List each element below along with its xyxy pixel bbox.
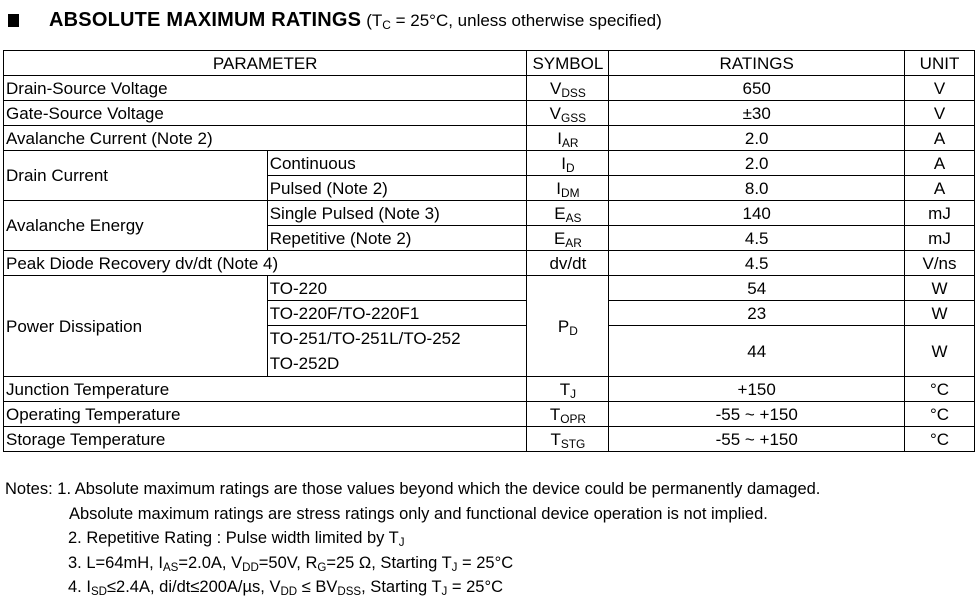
table-row: Gate-Source Voltage VGSS ±30 V (2, 100, 975, 126)
symbol: VDSS (526, 75, 610, 101)
unit: mJ (904, 225, 975, 251)
col-symbol: SYMBOL (526, 50, 610, 76)
note-2: 2. Repetitive Rating : Pulse width limit… (68, 529, 405, 550)
rating: 54 (608, 275, 906, 301)
unit: V/ns (904, 250, 975, 276)
unit: W (904, 275, 975, 301)
rating: 2.0 (608, 150, 906, 176)
condition: Repetitive (Note 2) (266, 225, 528, 251)
unit: °C (904, 401, 975, 427)
param: Operating Temperature (2, 401, 528, 427)
table-row: Drain Current Continuous ID 2.0 A (3, 150, 975, 201)
table-row: Power Dissipation TO-220 PD 54 W (3, 275, 975, 377)
symbol: EAR (526, 225, 610, 251)
unit: A (904, 175, 975, 201)
symbol: TJ (526, 376, 610, 402)
symbol: VGSS (526, 100, 610, 126)
unit: V (904, 100, 975, 126)
table-row: Operating Temperature TOPR -55 ~ +150 °C (2, 401, 975, 427)
table-row: Pulsed (Note 2) IDM 8.0 A (4, 175, 975, 201)
param: Storage Temperature (2, 426, 528, 452)
unit: V (904, 75, 975, 101)
rating: -55 ~ +150 (608, 401, 906, 427)
condition: Pulsed (Note 2) (266, 175, 528, 201)
rating: -55 ~ +150 (608, 426, 906, 452)
symbol: IDM (526, 175, 610, 201)
param: Avalanche Energy (3, 200, 268, 251)
unit: A (904, 125, 975, 151)
table-row: Peak Diode Recovery dv/dt (Note 4) dv/dt… (2, 250, 975, 276)
param: Drain-Source Voltage (2, 75, 528, 101)
param: Drain Current (3, 150, 268, 201)
rating: 8.0 (608, 175, 906, 201)
unit: mJ (904, 200, 975, 226)
unit: °C (904, 426, 975, 452)
note-4: 4. ISD≤2.4A, di/dt≤200A/µs, VDD ≤ BVDSS,… (68, 578, 503, 599)
rating: 4.5 (608, 225, 906, 251)
symbol: ID (526, 150, 610, 176)
table-row: TO-220F/TO-220F1 23 W (4, 300, 975, 326)
unit: °C (904, 376, 975, 402)
table-row: Avalanche Energy Single Pulsed (Note 3) … (3, 200, 975, 251)
symbol: IAR (526, 125, 610, 151)
note-3: 3. L=64mH, IAS=2.0A, VDD=50V, RG=25 Ω, S… (68, 553, 514, 574)
symbol: TOPR (526, 401, 610, 427)
rating: +150 (608, 376, 906, 402)
symbol: PD (526, 275, 610, 377)
rating: ±30 (608, 100, 906, 126)
table-row: Junction Temperature TJ +150 °C (2, 376, 975, 402)
unit: W (904, 300, 975, 326)
condition: TO-220 (266, 275, 528, 301)
symbol: EAS (526, 200, 610, 226)
condition: TO-251/TO-251L/TO-252 TO-252D (266, 325, 528, 377)
unit: W (904, 325, 975, 377)
note-1: Notes: 1. Absolute maximum ratings are t… (5, 480, 821, 498)
notes: Notes: 1. Absolute maximum ratings are t… (5, 477, 820, 600)
table-row: Drain-Source Voltage VDSS 650 V (2, 75, 975, 101)
table-row: Avalanche Current (Note 2) IAR 2.0 A (2, 125, 975, 151)
col-ratings: RATINGS (608, 50, 906, 76)
table-row: Repetitive (Note 2) EAR 4.5 mJ (4, 225, 975, 251)
table-header: PARAMETER SYMBOL RATINGS UNIT (2, 50, 975, 76)
symbol: dv/dt (526, 250, 610, 276)
unit: A (904, 150, 975, 176)
condition: Single Pulsed (Note 3) (266, 200, 528, 226)
param: Avalanche Current (Note 2) (2, 125, 528, 151)
col-unit: UNIT (904, 50, 975, 76)
rating: 2.0 (608, 125, 906, 151)
symbol: TSTG (526, 426, 610, 452)
param: Gate-Source Voltage (2, 100, 528, 126)
param: Power Dissipation (3, 275, 268, 377)
rating: 23 (608, 300, 906, 326)
section-heading: ABSOLUTE MAXIMUM RATINGS (TC = 25°C, unl… (8, 9, 662, 32)
table-row: TO-251/TO-251L/TO-252 TO-252D 44 W (4, 325, 975, 377)
rating: 140 (608, 200, 906, 226)
param: Peak Diode Recovery dv/dt (Note 4) (2, 250, 528, 276)
param: Junction Temperature (2, 376, 528, 402)
bullet-square-icon (8, 14, 19, 27)
rating: 4.5 (608, 250, 906, 276)
rating: 44 (608, 325, 906, 377)
rating: 650 (608, 75, 906, 101)
condition: TO-220F/TO-220F1 (266, 300, 528, 326)
col-parameter: PARAMETER (2, 50, 528, 76)
table-row: Storage Temperature TSTG -55 ~ +150 °C (2, 426, 975, 452)
ratings-table: PARAMETER SYMBOL RATINGS UNIT Drain-Sour… (2, 50, 975, 452)
heading-condition: (TC = 25°C, unless otherwise specified) (366, 11, 662, 32)
note-1-cont: Absolute maximum ratings are stress rati… (69, 504, 768, 523)
condition: Continuous (266, 150, 528, 176)
heading-title: ABSOLUTE MAXIMUM RATINGS (49, 9, 362, 31)
